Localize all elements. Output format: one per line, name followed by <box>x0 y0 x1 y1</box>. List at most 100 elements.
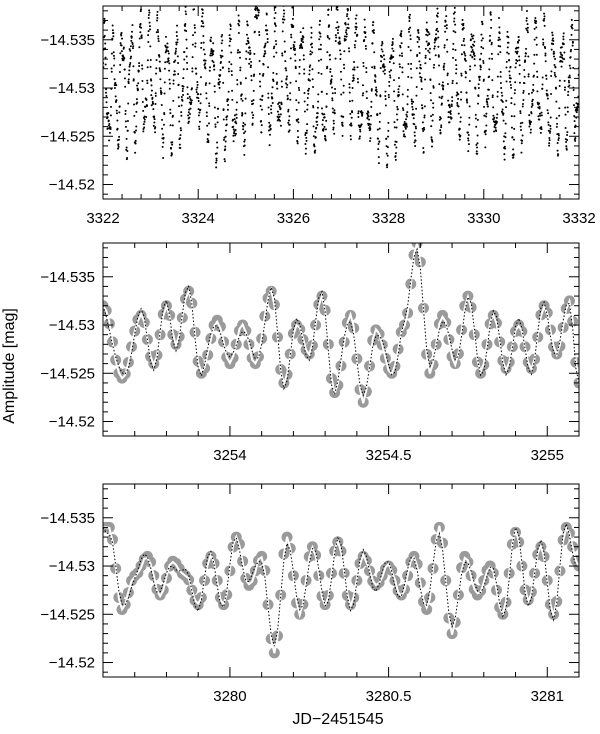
data-point <box>517 46 520 49</box>
data-point <box>334 88 337 91</box>
data-point <box>463 51 466 54</box>
data-point <box>332 128 335 131</box>
data-point <box>233 114 236 117</box>
data-point <box>296 119 298 122</box>
data-point <box>135 125 138 128</box>
data-point <box>374 80 377 83</box>
data-point <box>321 123 324 126</box>
data-point <box>355 26 358 29</box>
data-point <box>186 86 189 89</box>
data-point <box>104 91 107 94</box>
data-point <box>558 84 561 87</box>
data-point <box>197 108 200 111</box>
data-point <box>213 106 216 109</box>
data-point <box>375 94 378 97</box>
data-point <box>312 106 315 109</box>
data-point <box>486 94 489 97</box>
data-point <box>554 66 557 69</box>
data-point <box>161 127 164 130</box>
data-point <box>312 86 315 89</box>
data-point <box>397 77 400 80</box>
data-point <box>546 109 549 112</box>
data-point <box>171 124 174 127</box>
data-point <box>418 60 421 63</box>
data-point <box>193 0 195 2</box>
data-point <box>354 17 357 20</box>
data-point <box>407 45 410 48</box>
data-point <box>120 34 123 37</box>
data-point <box>171 143 174 146</box>
data-point <box>485 115 488 118</box>
data-point <box>432 66 435 69</box>
data-point <box>417 36 420 39</box>
data-point <box>554 58 557 61</box>
data-point <box>232 140 235 143</box>
data-point <box>190 99 193 102</box>
data-point <box>297 136 300 139</box>
data-point <box>445 0 447 1</box>
data-point <box>261 99 264 102</box>
data-point <box>273 17 276 20</box>
data-point <box>505 60 508 63</box>
data-point <box>539 131 542 134</box>
data-point <box>288 115 291 118</box>
data-point <box>193 0 195 2</box>
data-point <box>527 73 530 76</box>
data-point <box>418 51 421 54</box>
data-point <box>364 31 367 34</box>
data-point <box>322 128 325 131</box>
data-point <box>475 143 478 146</box>
data-point <box>308 66 311 69</box>
data-point <box>408 30 411 33</box>
data-point <box>354 31 357 34</box>
data-point <box>443 62 446 65</box>
data-point <box>363 39 366 42</box>
data-point <box>293 45 296 48</box>
data-point <box>295 108 298 111</box>
data-point <box>313 151 316 154</box>
x-axis-title: JD−2451545 <box>292 711 383 728</box>
data-point <box>465 98 468 101</box>
data-point <box>324 139 327 142</box>
data-point <box>555 117 558 120</box>
data-point <box>536 70 539 73</box>
data-point <box>109 128 112 130</box>
data-point <box>342 84 345 87</box>
data-point <box>218 83 221 86</box>
data-point <box>437 45 440 48</box>
data-point <box>413 134 416 137</box>
data-point <box>502 112 505 115</box>
data-point <box>469 68 472 71</box>
data-point <box>506 30 509 33</box>
data-point <box>420 76 423 79</box>
data-point <box>282 21 285 24</box>
data-point <box>365 66 368 69</box>
data-point <box>539 114 542 117</box>
data-point <box>168 69 171 72</box>
data-point <box>559 55 562 58</box>
data-point <box>393 143 396 146</box>
data-point <box>160 104 163 107</box>
data-point <box>392 50 395 53</box>
data-point <box>150 84 153 87</box>
data-point <box>123 68 126 71</box>
data-point <box>321 119 324 122</box>
data-point <box>330 78 333 81</box>
data-point <box>538 102 541 105</box>
data-point <box>419 63 422 66</box>
data-point <box>289 92 292 95</box>
data-point <box>553 74 556 77</box>
data-point <box>263 55 266 58</box>
data-point <box>131 30 133 33</box>
data-point <box>309 64 312 67</box>
data-point <box>392 79 395 82</box>
data-point <box>383 72 386 75</box>
data-point <box>316 115 319 118</box>
data-point <box>274 23 277 26</box>
data-point <box>213 85 216 88</box>
data-point <box>266 29 269 32</box>
data-point <box>429 99 432 102</box>
data-point <box>432 106 435 109</box>
data-point <box>252 89 255 92</box>
data-point <box>470 33 473 36</box>
